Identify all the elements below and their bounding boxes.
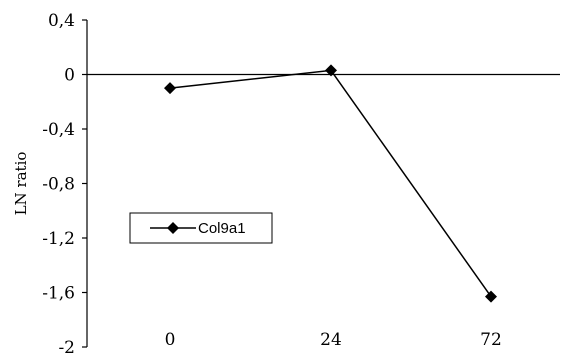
x-tick-label: 72	[480, 330, 502, 350]
y-tick-label: -2	[58, 338, 75, 358]
series-line	[169, 69, 492, 298]
y-tick-label: -0,4	[42, 120, 75, 140]
x-axis-ticks: 0 24 72	[165, 330, 502, 350]
data-point-marker	[325, 64, 337, 77]
series-layer	[164, 64, 497, 303]
legend-label: Col9a1	[198, 220, 246, 237]
legend-marker-diamond	[167, 222, 179, 234]
y-tick-label: -0,8	[42, 175, 75, 195]
y-axis-ticks: 0,4 0 -0,4 -0,8 -1,2 -1,6 -2	[42, 11, 87, 358]
y-tick-label: 0	[64, 66, 75, 86]
legend: Col9a1	[129, 212, 273, 244]
y-tick-label: -1,2	[42, 229, 75, 249]
y-axis-title: LN ratio	[12, 152, 30, 216]
y-tick-label: 0,4	[48, 11, 75, 31]
x-tick-label: 24	[320, 330, 342, 350]
y-tick-label: -1,6	[42, 284, 75, 304]
x-tick-label: 0	[165, 330, 176, 350]
data-point-marker	[164, 82, 176, 95]
data-point-marker	[485, 290, 497, 303]
